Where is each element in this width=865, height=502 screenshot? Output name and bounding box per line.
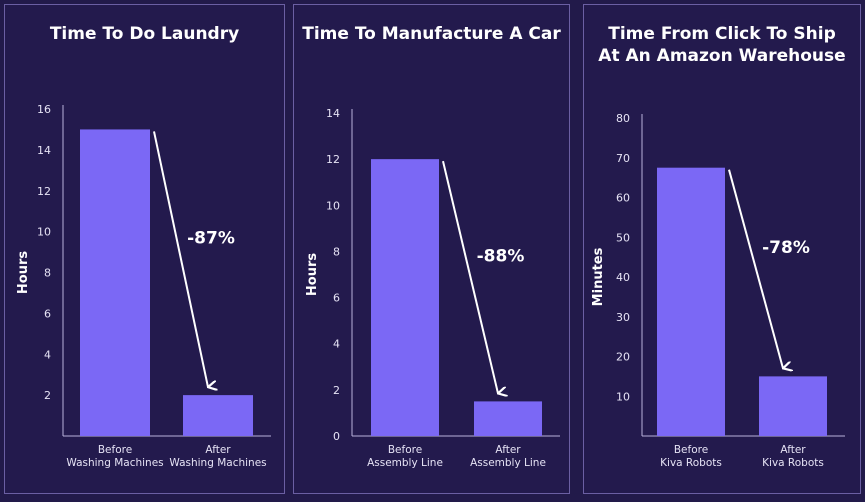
y-tick-label: 70 (616, 152, 630, 165)
y-axis-label: Hours (16, 251, 31, 294)
x-tick-label: After (205, 444, 231, 456)
y-tick-label: 12 (37, 185, 51, 198)
y-tick-label: 14 (326, 107, 340, 120)
y-axis-label: Minutes (591, 247, 606, 306)
y-tick-label: 16 (37, 103, 51, 116)
x-tick-label: Before (388, 444, 422, 456)
bar (371, 159, 439, 436)
y-tick-label: 4 (44, 348, 51, 361)
chart-title: Time To Manufacture A Car (302, 24, 561, 44)
bar (183, 395, 253, 436)
y-tick-label: 60 (616, 192, 630, 205)
chart-title: Time To Do Laundry (49, 24, 240, 44)
x-tick-label: After (780, 444, 806, 456)
y-tick-label: 10 (616, 390, 630, 403)
bar (80, 129, 150, 436)
x-tick-label: Before (674, 444, 708, 456)
y-tick-label: 6 (44, 307, 51, 320)
y-tick-label: 8 (44, 267, 51, 280)
x-tick-label: Kiva Robots (762, 457, 824, 469)
y-axis-label: Hours (305, 253, 320, 296)
x-tick-label: Kiva Robots (660, 457, 722, 469)
percent-change-label: -88% (477, 246, 525, 266)
x-tick-label: Before (98, 444, 132, 456)
bar (474, 401, 542, 436)
x-tick-label: Assembly Line (470, 457, 546, 469)
y-tick-label: 40 (616, 271, 630, 284)
y-tick-label: 6 (333, 292, 340, 305)
y-tick-label: 2 (333, 384, 340, 397)
x-tick-label: After (495, 444, 521, 456)
y-tick-label: 30 (616, 311, 630, 324)
chart-panel-laundry: Time To Do Laundry 2 4 6 8 10 12 14 16 Hours Befo… (4, 4, 285, 494)
y-tick-label: 2 (44, 389, 51, 402)
y-tick-label: 4 (333, 338, 340, 351)
chart-panel-car: Time To Manufacture A Car 0 2 4 6 8 10 12 14 Hou… (293, 4, 570, 494)
decline-arrow (442, 160, 498, 393)
bar (657, 167, 725, 436)
bar (759, 376, 827, 436)
y-tick-label: 10 (326, 199, 340, 212)
y-tick-label: 20 (616, 351, 630, 364)
percent-change-label: -78% (762, 238, 810, 258)
x-tick-label: Assembly Line (367, 457, 443, 469)
y-tick-label: 0 (333, 430, 340, 443)
y-tick-label: 50 (616, 231, 630, 244)
chart-title: Time From Click To Ship At An Amazon War… (598, 24, 846, 66)
y-tick-label: 14 (37, 144, 51, 157)
x-tick-label: Washing Machines (169, 457, 266, 469)
decline-arrow (153, 131, 208, 387)
y-tick-label: 10 (37, 226, 51, 239)
y-tick-label: 12 (326, 153, 340, 166)
decline-arrow (728, 169, 783, 369)
x-tick-label: Washing Machines (66, 457, 163, 469)
y-tick-label: 8 (333, 245, 340, 258)
y-tick-label: 80 (616, 112, 630, 125)
percent-change-label: -87% (187, 228, 235, 248)
chart-panel-amazon: Time From Click To Ship At An Amazon War… (583, 4, 861, 494)
